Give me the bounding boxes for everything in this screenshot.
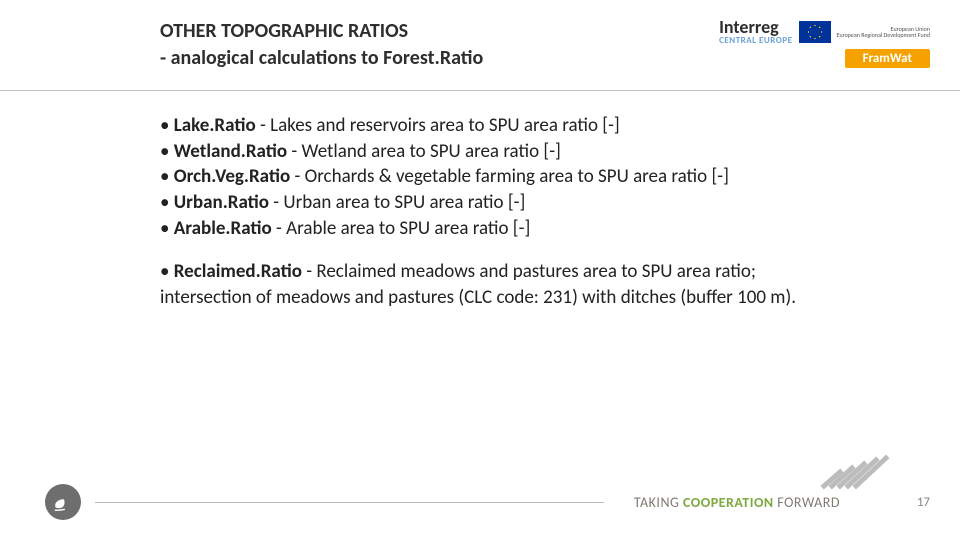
slide-footer: TAKING COOPERATION FORWARD 17 [0, 484, 960, 520]
body-group-1: • Lake.Ratio - Lakes and reservoirs area… [160, 113, 820, 241]
footer-divider [95, 502, 604, 503]
list-item: • Orch.Veg.Ratio - Orchards & vegetable … [160, 164, 820, 190]
list-item: • Arable.Ratio - Arable area to SPU area… [160, 216, 820, 242]
slide-header: OTHER TOPOGRAPHIC RATIOS - analogical ca… [0, 0, 960, 84]
title-line-2: - analogical calculations to Forest.Rati… [160, 45, 483, 72]
list-item: • Urban.Ratio - Urban area to SPU area r… [160, 190, 820, 216]
interreg-word: Interreg [719, 18, 792, 36]
title-line-1: OTHER TOPOGRAPHIC RATIOS [160, 18, 483, 45]
list-item: • Lake.Ratio - Lakes and reservoirs area… [160, 113, 820, 139]
slide-body: • Lake.Ratio - Lakes and reservoirs area… [0, 91, 960, 310]
slide-title: OTHER TOPOGRAPHIC RATIOS - analogical ca… [160, 18, 483, 72]
interreg-logo: Interreg CENTRAL EUROPE European Union E… [719, 18, 930, 45]
list-item: • Reclaimed.Ratio - Reclaimed meadows an… [160, 259, 820, 310]
body-group-2: • Reclaimed.Ratio - Reclaimed meadows an… [160, 259, 820, 310]
leaf-hand-icon [45, 484, 81, 520]
eu-caption: European Union European Regional Develop… [837, 26, 930, 38]
eu-flag-icon [799, 21, 831, 43]
chevron-decoration [820, 442, 890, 490]
interreg-logo-text: Interreg CENTRAL EUROPE [719, 18, 792, 45]
footer-tagline: TAKING COOPERATION FORWARD [634, 494, 840, 511]
project-badge: FramWat [845, 49, 930, 68]
page-number: 17 [890, 495, 930, 510]
interreg-subtext: CENTRAL EUROPE [719, 36, 792, 45]
logo-area: Interreg CENTRAL EUROPE European Union E… [719, 18, 930, 68]
list-item: • Wetland.Ratio - Wetland area to SPU ar… [160, 139, 820, 165]
